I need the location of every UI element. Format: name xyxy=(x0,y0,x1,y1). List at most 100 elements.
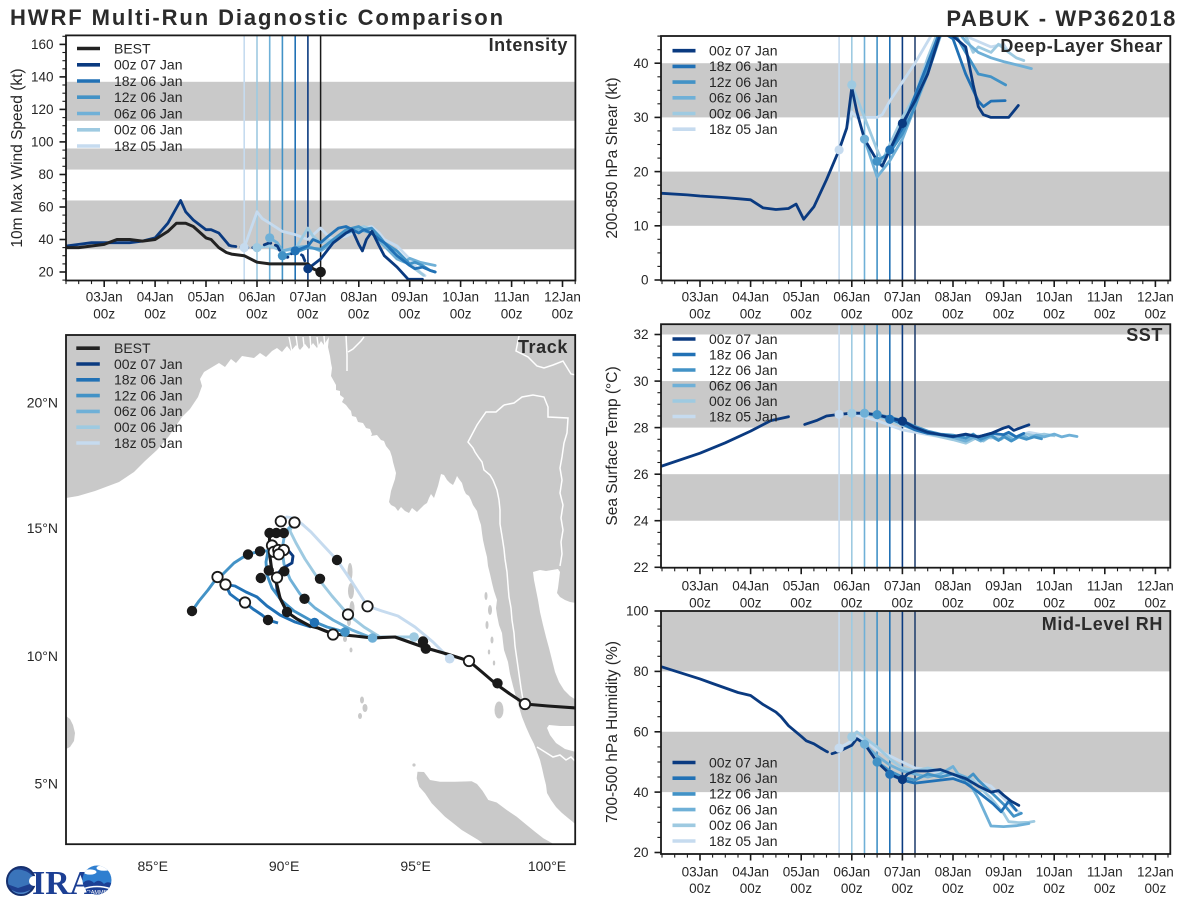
svg-text:00z: 00z xyxy=(892,596,914,611)
svg-text:00z: 00z xyxy=(942,307,964,322)
svg-text:00z: 00z xyxy=(1094,307,1116,322)
svg-text:Mid-Level RH: Mid-Level RH xyxy=(1042,614,1163,634)
svg-text:40: 40 xyxy=(633,56,648,71)
svg-text:04Jan: 04Jan xyxy=(732,290,769,305)
svg-text:120: 120 xyxy=(31,102,54,117)
svg-text:160: 160 xyxy=(31,37,54,52)
svg-text:95°E: 95°E xyxy=(400,858,431,874)
svg-text:05Jan: 05Jan xyxy=(188,290,225,305)
svg-text:00z: 00z xyxy=(399,307,421,322)
svg-text:00z: 00z xyxy=(841,596,863,611)
svg-text:06z 06 Jan: 06z 06 Jan xyxy=(114,403,183,419)
svg-text:04Jan: 04Jan xyxy=(137,290,174,305)
svg-text:03Jan: 03Jan xyxy=(682,290,719,305)
svg-text:00z: 00z xyxy=(942,596,964,611)
svg-text:11Jan: 11Jan xyxy=(1087,865,1123,880)
svg-text:20: 20 xyxy=(38,265,53,280)
svg-text:00z: 00z xyxy=(942,881,964,896)
svg-text:00z: 00z xyxy=(1094,596,1116,611)
svg-text:100°E: 100°E xyxy=(528,858,566,874)
svg-text:06z 06 Jan: 06z 06 Jan xyxy=(114,105,183,121)
svg-text:Intensity: Intensity xyxy=(489,35,568,55)
svg-text:40: 40 xyxy=(633,785,648,800)
svg-text:06z 06 Jan: 06z 06 Jan xyxy=(709,801,778,817)
svg-text:18z 06 Jan: 18z 06 Jan xyxy=(709,58,778,74)
svg-text:5°N: 5°N xyxy=(35,776,59,792)
svg-text:10°N: 10°N xyxy=(27,648,58,664)
svg-text:08Jan: 08Jan xyxy=(935,290,972,305)
svg-text:Sea Surface Temp (°C): Sea Surface Temp (°C) xyxy=(604,366,621,525)
svg-text:07Jan: 07Jan xyxy=(884,290,921,305)
svg-text:00z: 00z xyxy=(195,307,217,322)
svg-text:26: 26 xyxy=(633,467,648,482)
svg-text:12z 06 Jan: 12z 06 Jan xyxy=(709,74,778,90)
svg-text:18z 05 Jan: 18z 05 Jan xyxy=(114,138,183,154)
svg-text:00z: 00z xyxy=(841,307,863,322)
svg-text:HWRF Multi-Run Diagnostic Comp: HWRF Multi-Run Diagnostic Comparison xyxy=(10,5,505,30)
svg-text:10m Max Wind Speed (kt): 10m Max Wind Speed (kt) xyxy=(9,68,26,247)
svg-text:80: 80 xyxy=(38,167,53,182)
svg-text:200-850 hPa Shear (kt): 200-850 hPa Shear (kt) xyxy=(604,77,621,238)
svg-text:00z 06 Jan: 00z 06 Jan xyxy=(114,122,183,138)
svg-text:18z 05 Jan: 18z 05 Jan xyxy=(709,833,778,849)
svg-text:00z: 00z xyxy=(1043,881,1065,896)
svg-text:00z: 00z xyxy=(790,307,812,322)
svg-text:06Jan: 06Jan xyxy=(239,290,276,305)
svg-text:12z 06 Jan: 12z 06 Jan xyxy=(709,786,778,802)
svg-text:06Jan: 06Jan xyxy=(833,290,870,305)
svg-text:Deep-Layer Shear: Deep-Layer Shear xyxy=(1000,36,1163,56)
svg-text:140: 140 xyxy=(31,70,54,85)
svg-text:30: 30 xyxy=(633,110,648,125)
svg-text:40: 40 xyxy=(38,232,53,247)
svg-text:07Jan: 07Jan xyxy=(290,290,327,305)
svg-text:12Jan: 12Jan xyxy=(1137,579,1174,594)
svg-text:18z 05 Jan: 18z 05 Jan xyxy=(114,435,183,451)
svg-text:00z: 00z xyxy=(689,307,711,322)
svg-text:18z 06 Jan: 18z 06 Jan xyxy=(709,770,778,786)
svg-text:00z: 00z xyxy=(93,307,115,322)
svg-text:00z: 00z xyxy=(1043,596,1065,611)
svg-text:09Jan: 09Jan xyxy=(985,290,1022,305)
svg-text:00z: 00z xyxy=(501,307,523,322)
svg-text:100: 100 xyxy=(31,135,54,150)
svg-text:12Jan: 12Jan xyxy=(1137,865,1174,880)
svg-text:00z: 00z xyxy=(892,307,914,322)
svg-text:08Jan: 08Jan xyxy=(935,865,972,880)
svg-text:00z: 00z xyxy=(1094,881,1116,896)
svg-text:00z: 00z xyxy=(689,881,711,896)
svg-text:SST: SST xyxy=(1126,325,1163,345)
svg-text:RAMMB: RAMMB xyxy=(87,890,108,896)
svg-text:00z 07 Jan: 00z 07 Jan xyxy=(114,356,183,372)
svg-text:11Jan: 11Jan xyxy=(1087,579,1123,594)
svg-text:12Jan: 12Jan xyxy=(1137,290,1174,305)
svg-text:00z 07 Jan: 00z 07 Jan xyxy=(709,43,778,59)
svg-text:04Jan: 04Jan xyxy=(732,865,769,880)
svg-text:06z 06 Jan: 06z 06 Jan xyxy=(709,377,778,393)
svg-text:05Jan: 05Jan xyxy=(783,579,820,594)
svg-text:00z: 00z xyxy=(790,596,812,611)
svg-text:03Jan: 03Jan xyxy=(86,290,123,305)
svg-text:100: 100 xyxy=(626,604,649,619)
svg-text:12Jan: 12Jan xyxy=(544,290,581,305)
svg-text:BEST: BEST xyxy=(114,40,151,56)
svg-text:18z 05 Jan: 18z 05 Jan xyxy=(709,121,778,137)
svg-text:06Jan: 06Jan xyxy=(833,579,870,594)
svg-text:18z 05 Jan: 18z 05 Jan xyxy=(709,408,778,424)
svg-text:00z: 00z xyxy=(689,596,711,611)
svg-text:00z 07 Jan: 00z 07 Jan xyxy=(709,331,778,347)
svg-text:60: 60 xyxy=(38,200,53,215)
svg-text:03Jan: 03Jan xyxy=(682,865,719,880)
svg-text:07Jan: 07Jan xyxy=(884,579,921,594)
svg-text:00z: 00z xyxy=(450,307,472,322)
svg-text:00z: 00z xyxy=(993,596,1015,611)
svg-text:18z 06 Jan: 18z 06 Jan xyxy=(709,346,778,362)
svg-text:08Jan: 08Jan xyxy=(340,290,377,305)
svg-text:00z: 00z xyxy=(740,881,762,896)
svg-text:12z 06 Jan: 12z 06 Jan xyxy=(114,387,183,403)
svg-text:20: 20 xyxy=(633,845,648,860)
svg-text:06Jan: 06Jan xyxy=(833,865,870,880)
svg-text:00z 06 Jan: 00z 06 Jan xyxy=(114,419,183,435)
svg-text:10Jan: 10Jan xyxy=(1036,865,1073,880)
svg-text:Track: Track xyxy=(518,337,568,357)
svg-text:03Jan: 03Jan xyxy=(682,579,719,594)
